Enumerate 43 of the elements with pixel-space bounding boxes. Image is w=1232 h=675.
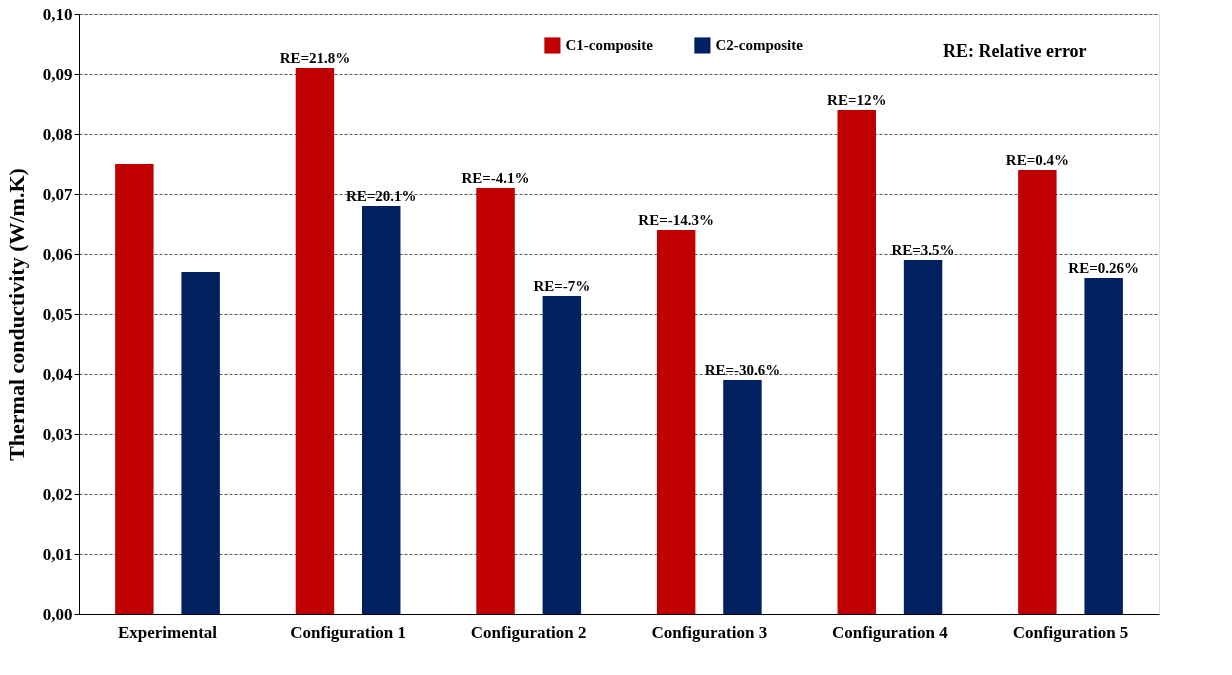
bar bbox=[362, 206, 401, 614]
annotation: RE=3.5% bbox=[891, 242, 955, 258]
annotation: RE=-14.3% bbox=[638, 212, 714, 228]
y-tick-label: 0,00 bbox=[42, 604, 73, 624]
bar bbox=[181, 272, 220, 614]
legend-label: C2-composite bbox=[715, 37, 804, 54]
y-tick-label: 0,05 bbox=[42, 304, 73, 324]
x-tick-label: Configuration 3 bbox=[651, 622, 768, 642]
bar bbox=[476, 188, 515, 614]
y-tick-label: 0,03 bbox=[42, 424, 73, 444]
y-tick-label: 0,08 bbox=[42, 124, 73, 144]
annotation: RE=0.26% bbox=[1068, 260, 1139, 276]
bar bbox=[115, 164, 154, 614]
x-tick-label: Experimental bbox=[117, 622, 218, 642]
annotation: RE=20.1% bbox=[345, 188, 417, 204]
annotation: RE=0.4% bbox=[1005, 152, 1069, 168]
annotation: RE: Relative error bbox=[943, 41, 1087, 61]
bar bbox=[837, 110, 876, 614]
bar bbox=[542, 296, 582, 614]
y-tick-label: 0,02 bbox=[42, 484, 73, 504]
annotation: RE=-4.1% bbox=[461, 170, 530, 186]
bar bbox=[1084, 278, 1123, 614]
annotation: RE=-7% bbox=[533, 278, 591, 294]
annotation: RE=21.8% bbox=[279, 50, 351, 66]
y-tick-label: 0,10 bbox=[42, 4, 73, 24]
y-tick-label: 0,07 bbox=[42, 184, 73, 204]
y-tick-label: 0,01 bbox=[42, 544, 73, 564]
bar bbox=[656, 230, 696, 614]
bar bbox=[723, 380, 762, 614]
annotation: RE=12% bbox=[827, 92, 887, 108]
y-tick-label: 0,09 bbox=[42, 64, 73, 84]
x-tick-label: Configuration 1 bbox=[290, 622, 406, 642]
x-tick-label: Configuration 5 bbox=[1012, 622, 1129, 642]
y-tick-label: 0,04 bbox=[42, 364, 73, 384]
x-tick-label: Configuration 2 bbox=[470, 622, 587, 642]
annotation: RE=-30.6% bbox=[704, 362, 781, 378]
x-tick-label: Configuration 4 bbox=[832, 622, 949, 642]
bar bbox=[1018, 170, 1057, 614]
bar bbox=[903, 260, 943, 614]
y-tick-label: 0,06 bbox=[42, 244, 73, 264]
y-axis-title: Thermal conductivity (W/m.K) bbox=[3, 168, 29, 461]
bar bbox=[295, 68, 335, 614]
legend-label: C1-composite bbox=[565, 37, 654, 54]
